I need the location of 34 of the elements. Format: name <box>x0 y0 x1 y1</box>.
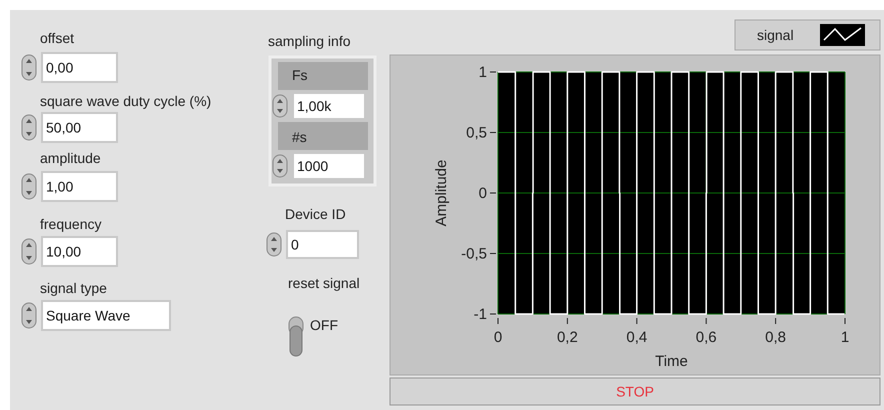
text: Fs <box>292 67 308 83</box>
text: Square Wave <box>46 308 131 324</box>
text: STOP <box>616 384 654 400</box>
text: frequency <box>40 216 102 232</box>
x-tick-label: 0 <box>494 329 502 346</box>
legend-label: signal <box>757 27 794 43</box>
text: 1,00 <box>46 178 74 194</box>
x-tick-label: 0,6 <box>696 329 717 346</box>
text: signal type <box>40 280 108 296</box>
text: Device ID <box>285 206 346 222</box>
text: 1,00k <box>297 98 332 114</box>
y-tick-label: -0,5 <box>461 246 487 262</box>
x-tick-label: 0,2 <box>556 329 578 346</box>
text: sampling info <box>268 33 351 49</box>
text: offset <box>40 30 74 46</box>
text: 0,00 <box>46 60 74 76</box>
text: 1000 <box>297 158 328 174</box>
y-tick-label: 1 <box>478 64 487 81</box>
y-tick-label: -1 <box>474 306 487 323</box>
x-tick-label: 0,4 <box>626 329 648 346</box>
text: 50,00 <box>46 120 82 136</box>
text: 10,00 <box>46 244 82 260</box>
text: amplitude <box>40 150 101 166</box>
x-tick-label: 0,8 <box>765 329 786 346</box>
y-axis-title: Amplitude <box>433 160 450 226</box>
text: 0 <box>291 236 299 252</box>
text: OFF <box>310 317 338 333</box>
text: #s <box>292 129 307 145</box>
y-tick-label: 0 <box>478 185 487 202</box>
x-axis-title: Time <box>655 353 688 370</box>
text: square wave duty cycle (%) <box>40 93 212 109</box>
x-tick-label: 1 <box>840 329 850 346</box>
text: reset signal <box>288 275 360 291</box>
y-tick-label: 0,5 <box>466 124 487 142</box>
